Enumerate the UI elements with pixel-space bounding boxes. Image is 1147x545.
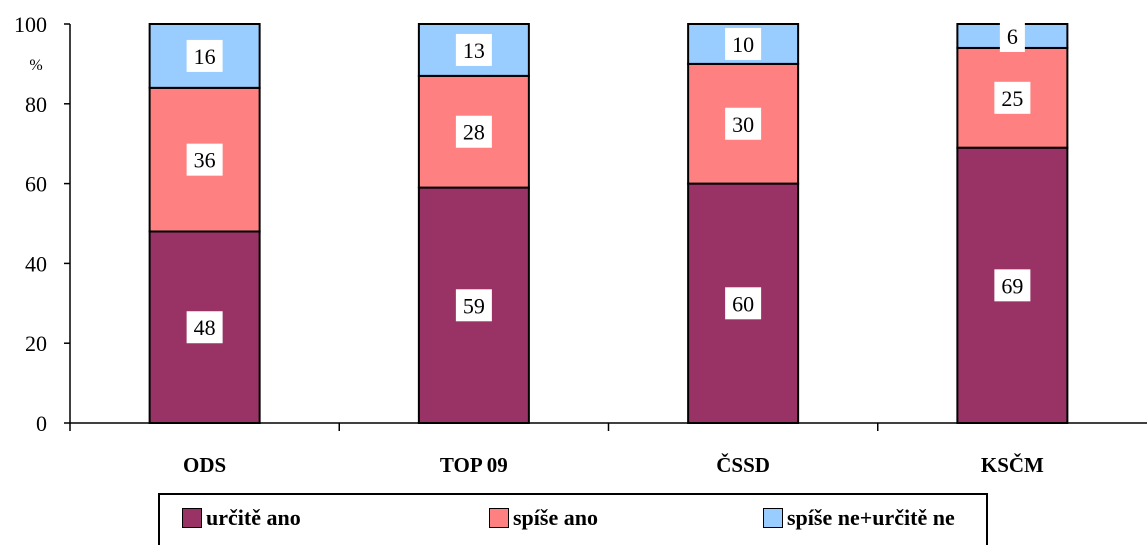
data-label-bg-0-2 xyxy=(186,39,223,72)
data-label-bg-0-1 xyxy=(186,143,223,176)
legend-item-0: určitě ano xyxy=(182,505,301,531)
y-tick-label-5: 100 xyxy=(14,12,47,37)
x-tick-label-1: TOP 09 xyxy=(440,453,508,477)
axes-layer: ODS TOP 09 ČSSD KSČM 0 20 40 60 80 100% xyxy=(14,12,1147,477)
y-tick-label-0: 0 xyxy=(36,411,47,436)
data-label-2-1: 30 xyxy=(732,112,754,137)
data-label-0-1: 36 xyxy=(194,148,216,173)
data-label-3-1: 25 xyxy=(1001,86,1023,111)
data-label-0-0: 48 xyxy=(194,315,216,340)
legend-label-0: určitě ano xyxy=(206,505,301,530)
data-label-0-2: 16 xyxy=(194,44,216,69)
data-label-1-2: 13 xyxy=(463,38,485,63)
data-label-bg-3-1 xyxy=(994,81,1031,114)
y-tick-label-3: 60 xyxy=(25,172,47,197)
data-label-bg-2-0 xyxy=(725,287,762,320)
legend-label-1: spíše ano xyxy=(513,505,598,530)
data-label-bg-3-2 xyxy=(999,19,1025,52)
data-label-bg-2-1 xyxy=(725,107,762,140)
x-tick-label-2: ČSSD xyxy=(716,453,770,477)
chart: 48 36 16 59 28 13 60 30 10 69 25 6 ODS TOP 09 ČSSD KSČ… xyxy=(14,12,1147,477)
x-tick-label-3: KSČM xyxy=(981,453,1044,477)
legend-label-2: spíše ne+určitě ne xyxy=(787,505,955,530)
bar-2-1 xyxy=(687,62,800,185)
data-label-bg-1-1 xyxy=(455,115,492,148)
data-label-2-2: 10 xyxy=(732,32,754,57)
data-label-1-0: 59 xyxy=(463,293,485,318)
legend-swatch-2 xyxy=(763,508,783,528)
data-label-3-2: 6 xyxy=(1007,24,1018,49)
data-label-3-0: 69 xyxy=(1001,273,1023,298)
y-tick-label-4: 80 xyxy=(25,92,47,117)
data-label-1-1: 28 xyxy=(463,120,485,145)
y-unit-label: % xyxy=(29,57,42,74)
data-label-bg-0-0 xyxy=(186,311,223,344)
x-tick-label-0: ODS xyxy=(183,453,226,477)
legend-swatch-0 xyxy=(182,508,202,528)
data-label-2-0: 60 xyxy=(732,291,754,316)
legend-item-2: spíše ne+určitě ne xyxy=(763,505,955,531)
data-label-bg-1-2 xyxy=(455,33,492,66)
legend-swatch-1 xyxy=(489,508,509,528)
bars-layer xyxy=(148,23,1069,424)
y-tick-label-1: 20 xyxy=(25,331,47,356)
legend-item-1: spíše ano xyxy=(489,505,598,531)
data-label-bg-2-2 xyxy=(725,27,762,60)
data-label-bg-3-0 xyxy=(994,269,1031,302)
legend: určitě ano spíše ano spíše ne+určitě ne xyxy=(158,493,988,545)
data-labels-layer: 48 36 16 59 28 13 60 30 10 69 25 6 xyxy=(186,19,1031,344)
data-label-bg-1-0 xyxy=(455,289,492,322)
y-tick-label-2: 40 xyxy=(25,251,47,276)
